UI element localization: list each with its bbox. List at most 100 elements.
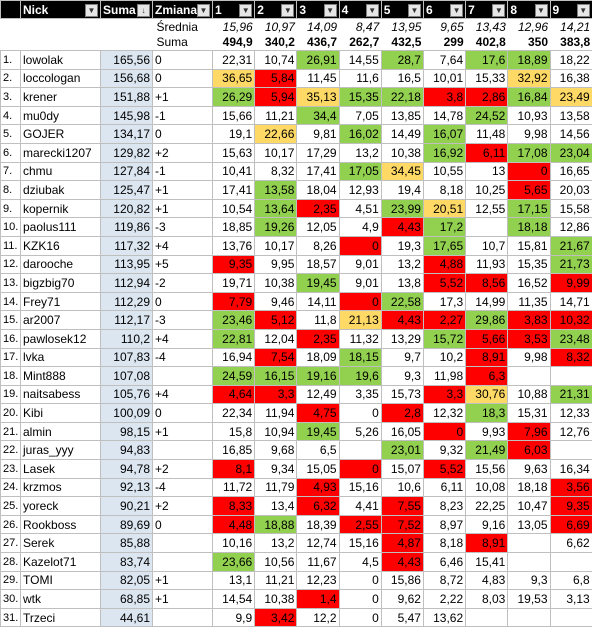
score-cell[interactable]: 16,92 (423, 143, 465, 162)
sum-cell[interactable]: 340,2 (255, 35, 297, 51)
score-cell[interactable]: 14,54 (213, 590, 255, 609)
score-cell[interactable]: 16,15 (255, 367, 297, 386)
nick-cell[interactable]: GOJER (21, 125, 101, 144)
rank-cell[interactable]: 29. (1, 571, 21, 590)
score-cell[interactable]: 21,49 (466, 441, 508, 460)
score-cell[interactable]: 18,88 (255, 515, 297, 534)
score-cell[interactable]: 17,6 (466, 51, 508, 70)
rank-cell[interactable]: 24. (1, 478, 21, 497)
score-cell[interactable]: 22,34 (213, 404, 255, 423)
score-cell[interactable]: 4,87 (381, 534, 423, 553)
suma-cell[interactable]: 113,95 (101, 255, 153, 274)
score-cell[interactable]: 12,32 (423, 404, 465, 423)
rank-cell[interactable]: 7. (1, 162, 21, 181)
filter-dropdown-icon[interactable]: ▼ (492, 4, 505, 17)
score-cell[interactable]: 6,11 (423, 478, 465, 497)
score-cell[interactable]: 24,59 (213, 367, 255, 386)
zmiana-cell[interactable]: -4 (153, 478, 213, 497)
score-cell[interactable]: 3,83 (508, 311, 550, 330)
nick-cell[interactable]: Frey71 (21, 292, 101, 311)
score-cell[interactable]: 6,3 (466, 367, 508, 386)
score-cell[interactable]: 15,41 (466, 553, 508, 572)
score-cell[interactable]: 36,65 (213, 69, 255, 88)
score-cell[interactable]: 22,66 (255, 125, 297, 144)
score-cell[interactable]: 15,56 (466, 460, 508, 479)
score-cell[interactable]: 9,93 (466, 422, 508, 441)
rank-cell[interactable]: 5. (1, 125, 21, 144)
score-cell[interactable]: 8,1 (213, 460, 255, 479)
score-cell[interactable]: 10,08 (466, 478, 508, 497)
nick-cell[interactable]: juras_yyy (21, 441, 101, 460)
score-cell[interactable]: 14,56 (550, 125, 592, 144)
average-cell[interactable]: 12,96 (508, 19, 550, 35)
rank-cell[interactable]: 13. (1, 274, 21, 293)
nick-cell[interactable]: Kazelot71 (21, 553, 101, 572)
suma-cell[interactable]: 119,86 (101, 218, 153, 237)
score-cell[interactable]: 23,48 (550, 329, 592, 348)
score-cell[interactable]: 9,99 (550, 274, 592, 293)
score-cell[interactable]: 15,35 (508, 255, 550, 274)
nick-cell[interactable]: marecki1207 (21, 143, 101, 162)
score-cell[interactable]: 17,08 (508, 143, 550, 162)
score-cell[interactable]: 4,43 (381, 311, 423, 330)
score-cell[interactable]: 3,3 (255, 385, 297, 404)
zmiana-cell[interactable] (153, 367, 213, 386)
score-cell[interactable]: 17,41 (213, 181, 255, 200)
nick-cell[interactable]: TOMI (21, 571, 101, 590)
score-cell[interactable]: 20,51 (423, 199, 465, 218)
sum-cell[interactable]: 436,7 (297, 35, 339, 51)
score-cell[interactable]: 10,41 (213, 162, 255, 181)
score-cell[interactable]: 16,34 (550, 460, 592, 479)
score-cell[interactable]: 0 (339, 571, 381, 590)
score-cell[interactable]: 16,84 (508, 88, 550, 107)
zmiana-cell[interactable]: +2 (153, 460, 213, 479)
score-cell[interactable]: 19,71 (213, 274, 255, 293)
suma-cell[interactable]: 105,76 (101, 385, 153, 404)
score-cell[interactable]: 9,81 (297, 125, 339, 144)
score-cell[interactable]: 15,63 (213, 143, 255, 162)
score-cell[interactable]: 18,22 (550, 51, 592, 70)
zmiana-cell[interactable]: +5 (153, 255, 213, 274)
nick-cell[interactable]: naitsabess (21, 385, 101, 404)
score-cell[interactable]: 11,93 (466, 255, 508, 274)
score-cell[interactable]: 14,71 (550, 292, 592, 311)
score-cell[interactable]: 5,52 (423, 460, 465, 479)
nick-cell[interactable]: ar2007 (21, 311, 101, 330)
score-cell[interactable]: 2,86 (466, 88, 508, 107)
score-cell[interactable]: 10,2 (423, 348, 465, 367)
score-cell[interactable]: 13,2 (381, 255, 423, 274)
score-cell[interactable]: 10,54 (213, 199, 255, 218)
rank-cell[interactable]: 31. (1, 608, 21, 627)
zmiana-cell[interactable]: 0 (153, 515, 213, 534)
score-cell[interactable]: 10,01 (423, 69, 465, 88)
score-cell[interactable]: 19,45 (297, 422, 339, 441)
score-cell[interactable]: 13,2 (339, 143, 381, 162)
score-cell[interactable]: 9,16 (466, 515, 508, 534)
filter-dropdown-icon[interactable]: ▼ (366, 4, 379, 17)
rank-cell[interactable]: 3. (1, 88, 21, 107)
score-cell[interactable]: 5,94 (255, 88, 297, 107)
score-cell[interactable]: 15,16 (339, 478, 381, 497)
score-cell[interactable]: 12,23 (297, 571, 339, 590)
score-cell[interactable]: 8,18 (423, 534, 465, 553)
score-cell[interactable]: 21,13 (339, 311, 381, 330)
suma-cell[interactable]: 151,88 (101, 88, 153, 107)
average-cell[interactable]: 14,21 (550, 19, 592, 35)
score-cell[interactable]: 3,35 (339, 385, 381, 404)
header-round[interactable]: 2▼ (255, 1, 297, 19)
zmiana-cell[interactable]: +4 (153, 385, 213, 404)
score-cell[interactable]: 7,52 (381, 515, 423, 534)
score-cell[interactable]: 13,8 (381, 274, 423, 293)
score-cell[interactable]: 0 (508, 162, 550, 181)
score-cell[interactable]: 10,74 (255, 51, 297, 70)
nick-cell[interactable]: krener (21, 88, 101, 107)
nick-cell[interactable]: Trzeci (21, 608, 101, 627)
rank-cell[interactable]: 1. (1, 51, 21, 70)
zmiana-cell[interactable] (153, 534, 213, 553)
score-cell[interactable]: 4,43 (381, 218, 423, 237)
score-cell[interactable]: 7,55 (381, 497, 423, 516)
score-cell[interactable]: 8,33 (213, 497, 255, 516)
header-suma[interactable]: Suma↓ (101, 1, 153, 19)
score-cell[interactable]: 15,66 (213, 106, 255, 125)
score-cell[interactable]: 9,35 (213, 255, 255, 274)
